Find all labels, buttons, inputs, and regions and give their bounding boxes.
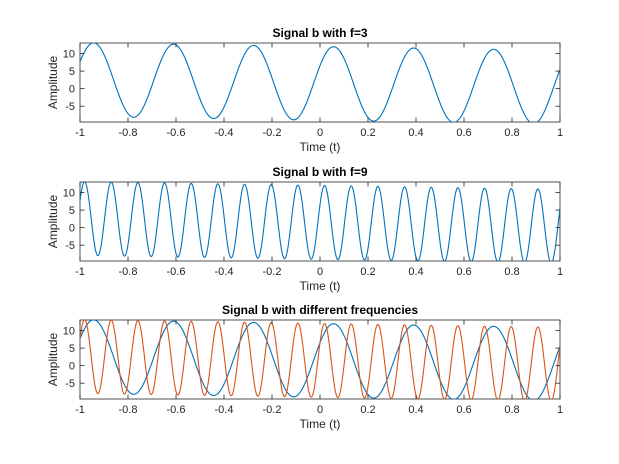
x-tick-label: 0.2 [360,127,375,139]
y-tick-label: 0 [69,84,75,96]
x-tick-label: -0.6 [167,127,186,139]
x-tick-label: -0.8 [119,127,138,139]
x-tick-label: 0.4 [408,266,423,278]
x-tick-label: -0.8 [119,404,138,416]
y-tick-label: 0 [69,223,75,235]
x-axis-label: Time (t) [300,417,341,431]
axes-box [79,181,561,262]
x-tick-label: 0.2 [360,266,375,278]
y-axis-label: Amplitude [46,333,60,387]
y-tick-label: 10 [63,326,75,338]
axes-box [79,42,561,123]
x-tick-label: -1 [75,266,85,278]
x-tick-label: -0.6 [167,266,186,278]
x-axis-label: Time (t) [300,140,341,154]
x-tick-label: -0.6 [167,404,186,416]
y-tick-label: 5 [69,205,75,217]
x-tick-label: 0 [317,266,323,278]
x-tick-label: 1 [557,266,563,278]
y-tick-label: -5 [65,240,75,252]
y-tick-label: 5 [69,343,75,355]
subplot-1: -1 -0.8 -0.6 -0.4 -0.2 0 0.2 0.4 0.6 0.8 1 -5 0 5 10 Si… [46,26,563,154]
x-tick-label: -0.2 [263,404,282,416]
x-tick-label: -1 [75,404,85,416]
y-tick-label: 0 [69,361,75,373]
x-tick-label: -0.4 [215,127,234,139]
x-tick-label: 0.8 [504,404,519,416]
x-tick-label: 0.6 [456,404,471,416]
x-tick-label: -1 [75,127,85,139]
x-tick-label: 1 [557,127,563,139]
x-tick-label: 0.6 [456,266,471,278]
x-tick-label: -0.2 [263,127,282,139]
x-tick-label: 0.2 [360,404,375,416]
subplot-3: -1 -0.8 -0.6 -0.4 -0.2 0 0.2 0.4 0.6 0.8 1 -5 0 5 10 Si… [46,303,563,431]
x-tick-label: 0.8 [504,266,519,278]
chart-title: Signal b with different frequencies [222,303,418,317]
x-tick-label: 0.6 [456,127,471,139]
y-tick-label: 10 [63,49,75,61]
x-tick-label: 1 [557,404,563,416]
x-axis-label: Time (t) [300,279,341,293]
series-line-1 [80,182,560,261]
x-tick-label: 0.4 [408,127,423,139]
chart-title: Signal b with f=9 [272,165,367,179]
series-line-1 [80,43,560,122]
x-tick-label: 0.8 [504,127,519,139]
x-tick-label: -0.8 [119,266,138,278]
subplot-2: -1 -0.8 -0.6 -0.4 -0.2 0 0.2 0.4 0.6 0.8 1 -5 0 5 10 Si… [46,165,563,293]
y-tick-label: 10 [63,188,75,200]
y-axis-label: Amplitude [46,56,60,110]
axes-box [79,319,561,400]
series-line-2 [80,320,560,399]
y-tick-label: 5 [69,66,75,78]
x-tick-label: -0.4 [215,266,234,278]
y-tick-label: -5 [65,378,75,390]
x-tick-label: 0 [317,127,323,139]
x-tick-label: 0.4 [408,404,423,416]
x-tick-label: -0.2 [263,266,282,278]
y-tick-label: -5 [65,101,75,113]
chart-title: Signal b with f=3 [272,26,367,40]
y-axis-label: Amplitude [46,195,60,249]
x-tick-label: -0.4 [215,404,234,416]
x-tick-label: 0 [317,404,323,416]
